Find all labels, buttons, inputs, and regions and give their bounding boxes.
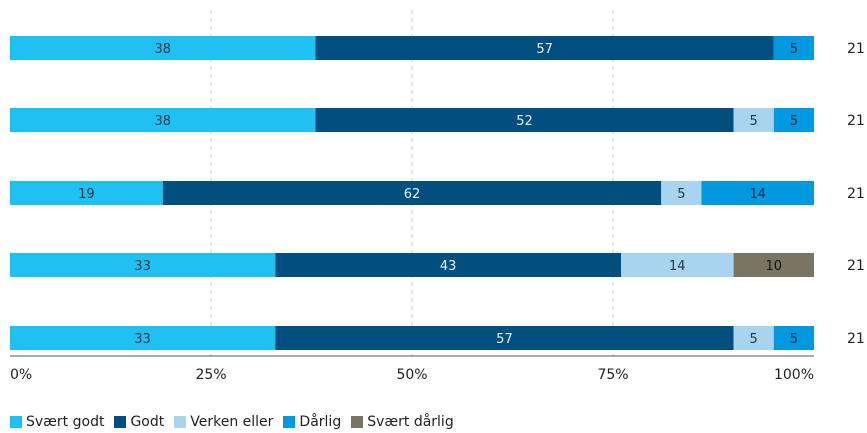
bar-segment bbox=[773, 36, 814, 60]
legend-label: Verken eller bbox=[190, 414, 274, 430]
grid-lines bbox=[210, 10, 614, 356]
bar-segment bbox=[773, 108, 814, 132]
row-count-label: 21 bbox=[847, 258, 865, 274]
bar-segment bbox=[315, 108, 734, 132]
bar-value-label: 38 bbox=[154, 114, 171, 129]
bar-segment bbox=[661, 181, 702, 205]
legend-label: Svært godt bbox=[26, 414, 105, 430]
bar-value-label: 5 bbox=[790, 114, 798, 129]
legend-label: Godt bbox=[130, 414, 165, 430]
bar-segment bbox=[733, 108, 774, 132]
bar-value-label: 33 bbox=[134, 259, 151, 274]
bar-value-label: 5 bbox=[790, 332, 798, 347]
x-tick-label: 75% bbox=[597, 367, 628, 383]
bar-value-label: 5 bbox=[750, 114, 758, 129]
bar-segment bbox=[10, 181, 163, 205]
bar-segment bbox=[701, 181, 814, 205]
row-count-label: 21 bbox=[847, 113, 865, 129]
count-labels: 21 21 21 21 21 bbox=[847, 41, 865, 347]
bar-value-label: 14 bbox=[669, 259, 686, 274]
legend-label: Dårlig bbox=[299, 414, 342, 430]
bar-value-label: 52 bbox=[516, 114, 533, 129]
legend-swatch bbox=[283, 416, 296, 428]
x-tick-label: 50% bbox=[396, 367, 427, 383]
bar-value-label: 62 bbox=[404, 187, 421, 202]
bar-value-label: 57 bbox=[496, 332, 513, 347]
row-count-label: 21 bbox=[847, 186, 865, 202]
bar-value-label: 33 bbox=[134, 332, 151, 347]
bar-segment bbox=[10, 108, 316, 132]
legend-item: Godt bbox=[114, 414, 164, 430]
legend-item: Dårlig bbox=[283, 414, 341, 430]
legend-swatch bbox=[114, 416, 127, 428]
x-tick-label: 25% bbox=[195, 367, 226, 383]
bar-segment bbox=[162, 181, 662, 205]
bar-value-label: 19 bbox=[78, 187, 95, 202]
bar-segment bbox=[275, 326, 734, 350]
bar-value-label: 5 bbox=[750, 332, 758, 347]
bar-value-label: 5 bbox=[677, 187, 685, 202]
bar-value-label: 5 bbox=[790, 42, 798, 57]
bar-segment bbox=[773, 326, 814, 350]
legend-swatch bbox=[10, 416, 22, 428]
row-count-label: 21 bbox=[847, 331, 865, 347]
bar-value-label: 43 bbox=[440, 259, 457, 274]
legend-swatch bbox=[351, 416, 364, 428]
x-tick-label: 0% bbox=[10, 367, 32, 383]
x-axis-ticks: 0% 25% 50% 75% 100% bbox=[10, 367, 814, 383]
bar-segment bbox=[621, 253, 734, 277]
bar-segment bbox=[10, 36, 316, 60]
legend-item: Svært godt bbox=[10, 414, 104, 430]
bar-value-label: 10 bbox=[766, 259, 783, 274]
bar-segment bbox=[733, 326, 774, 350]
bar-segment bbox=[10, 326, 276, 350]
bar-value-label: 38 bbox=[154, 42, 171, 57]
row-count-label: 21 bbox=[847, 41, 865, 57]
legend-item: Svært dårlig bbox=[351, 414, 454, 430]
legend: Svært godt Godt Verken eller Dårlig Svært då… bbox=[10, 412, 464, 432]
bar-segment bbox=[10, 253, 276, 277]
legend-item: Verken eller bbox=[174, 414, 273, 430]
legend-label: Svært dårlig bbox=[367, 414, 454, 430]
bar-segment bbox=[275, 253, 622, 277]
bar-value-label: 57 bbox=[536, 42, 553, 57]
bar-segment bbox=[315, 36, 774, 60]
bar-segment bbox=[733, 253, 814, 277]
legend-swatch bbox=[174, 416, 187, 428]
bar-value-label: 14 bbox=[749, 187, 766, 202]
x-tick-label: 100% bbox=[774, 367, 814, 383]
bars: 38 57 5 38 52 5 5 19 62 5 14 33 43 14 10 33 57 5 5 bbox=[10, 36, 814, 350]
